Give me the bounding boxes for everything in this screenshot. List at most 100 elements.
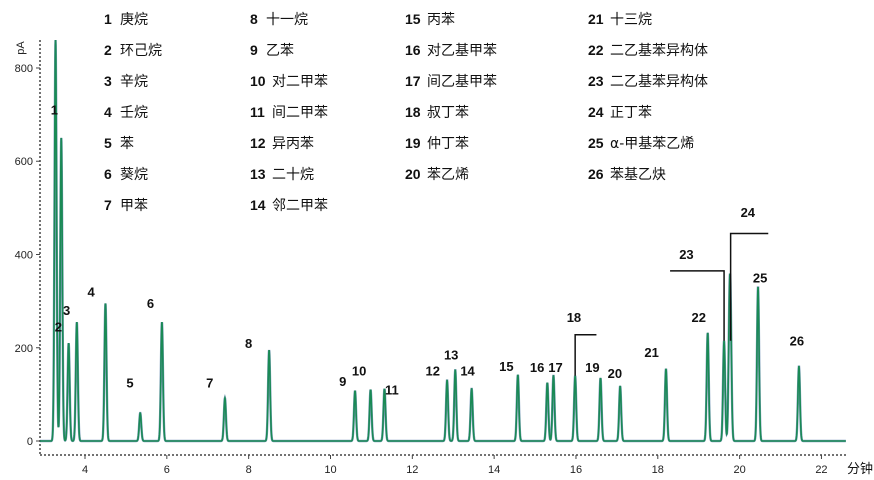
trace-layer: [40, 39, 846, 443]
trace-line: [40, 39, 846, 442]
y-tick-label: 800: [15, 63, 33, 75]
legend-compound-name: 二十烷: [272, 167, 314, 183]
y-tick-label: 600: [15, 156, 33, 168]
x-tick-label: 18: [652, 464, 664, 476]
legend-compound-name: 十三烷: [610, 12, 652, 28]
legend-number: 23: [588, 73, 604, 89]
x-tick-label: 8: [246, 464, 252, 476]
legend-number: 8: [250, 11, 258, 27]
legend-number: 24: [588, 104, 604, 120]
legend-number: 17: [405, 73, 421, 89]
peak-label-18: 18: [567, 310, 581, 325]
y-tick-label: 0: [27, 436, 33, 448]
legend-number: 12: [250, 135, 266, 151]
peak-label-10: 10: [352, 364, 366, 379]
peak-label-20: 20: [608, 366, 622, 381]
x-tick-label: 12: [406, 464, 418, 476]
legend-compound-name: 庚烷: [120, 12, 148, 28]
y-tick-label: 400: [15, 249, 33, 261]
peak-label-19: 19: [585, 360, 599, 375]
peak-label-23: 23: [679, 247, 693, 262]
legend-number: 13: [250, 166, 266, 182]
legend-compound-name: 丙苯: [427, 11, 455, 28]
legend-compound-name: 壬烷: [120, 105, 148, 121]
legend-number: 4: [104, 104, 112, 120]
legend-compound-name: 异丙苯: [272, 135, 314, 152]
peak-label-13: 13: [444, 347, 458, 362]
legend-compound-name: 二乙基苯异构体: [610, 73, 708, 90]
legend-compound-name: 仲丁苯: [427, 135, 469, 152]
x-tick-label: 20: [733, 464, 745, 476]
legend-number: 19: [405, 135, 421, 151]
legend-number: 7: [104, 197, 112, 213]
legend-number: 25: [588, 135, 604, 151]
peak-label-1: 1: [51, 103, 58, 118]
peak-label-25: 25: [753, 270, 767, 285]
legend-number: 5: [104, 135, 112, 151]
legend-compound-name: 正丁苯: [610, 104, 652, 121]
peak-label-14: 14: [460, 364, 475, 379]
peak-label-8: 8: [245, 336, 252, 351]
legend-number: 2: [104, 42, 112, 58]
x-tick-label: 16: [570, 464, 582, 476]
peak-label-16: 16: [530, 360, 544, 375]
x-tick-label: 6: [164, 464, 170, 476]
peak-label-12: 12: [426, 364, 440, 379]
legend-compound-name: 对二甲苯: [272, 73, 328, 90]
legend-number: 21: [588, 11, 604, 27]
legend-number: 9: [250, 42, 258, 58]
legend-compound-name: 邻二甲苯: [272, 197, 328, 214]
peak-label-15: 15: [499, 359, 513, 374]
peak-label-21: 21: [644, 345, 658, 360]
legend-number: 6: [104, 166, 112, 182]
legend-number: 22: [588, 42, 604, 58]
peak-label-3: 3: [63, 303, 70, 318]
bracket-18: [574, 333, 597, 376]
legend-compound-name: 叔丁苯: [427, 104, 469, 121]
legend-compound-name: 二乙基苯异构体: [610, 42, 708, 59]
legend-number: 11: [250, 104, 265, 120]
peak-label-4: 4: [88, 284, 96, 299]
bracket-24: [729, 232, 769, 341]
legend-compound-name: 乙苯: [266, 42, 294, 59]
legend-compound-name: 对乙基甲苯: [427, 42, 497, 59]
legend-compound-name: 苯基乙炔: [610, 166, 666, 183]
x-tick-label: 4: [82, 464, 88, 476]
legend-number: 18: [405, 104, 421, 120]
peak-label-9: 9: [339, 374, 346, 389]
x-tick-label: 10: [324, 464, 336, 476]
peak-label-7: 7: [206, 375, 213, 390]
legend-compound-name: 葵烷: [120, 167, 148, 183]
peak-label-17: 17: [548, 360, 562, 375]
x-tick-label: 14: [488, 464, 500, 476]
legend-compound-name: 苯乙烯: [427, 166, 469, 183]
legend-compound-name: 苯: [120, 135, 134, 152]
legend-number: 1: [104, 11, 112, 27]
legend-compound-name: α-甲基苯乙烯: [610, 135, 694, 152]
peak-label-2: 2: [55, 319, 62, 334]
legend-compound-name: 甲苯: [120, 197, 148, 214]
legend-compound-name: 间二甲苯: [272, 104, 328, 121]
legend-number: 20: [405, 166, 421, 182]
x-axis-label: 分钟: [847, 461, 873, 477]
legend-number: 15: [405, 11, 421, 27]
legend-number: 3: [104, 73, 112, 89]
peak-label-11: 11: [385, 382, 399, 397]
y-axis-label: pA: [15, 41, 27, 55]
legend-compound-name: 辛烷: [120, 74, 148, 90]
peak-label-6: 6: [147, 296, 154, 311]
y-tick-label: 200: [15, 343, 33, 355]
x-tick-label: 22: [815, 464, 827, 476]
peak-label-24: 24: [741, 205, 756, 220]
peak-label-5: 5: [126, 375, 133, 390]
legend-compound-name: 环己烷: [120, 43, 162, 59]
legend-number: 10: [250, 73, 266, 89]
legend-compound-name: 十一烷: [266, 12, 308, 28]
legend-number: 26: [588, 166, 604, 182]
legend-number: 16: [405, 42, 421, 58]
legend-number: 14: [250, 197, 266, 213]
